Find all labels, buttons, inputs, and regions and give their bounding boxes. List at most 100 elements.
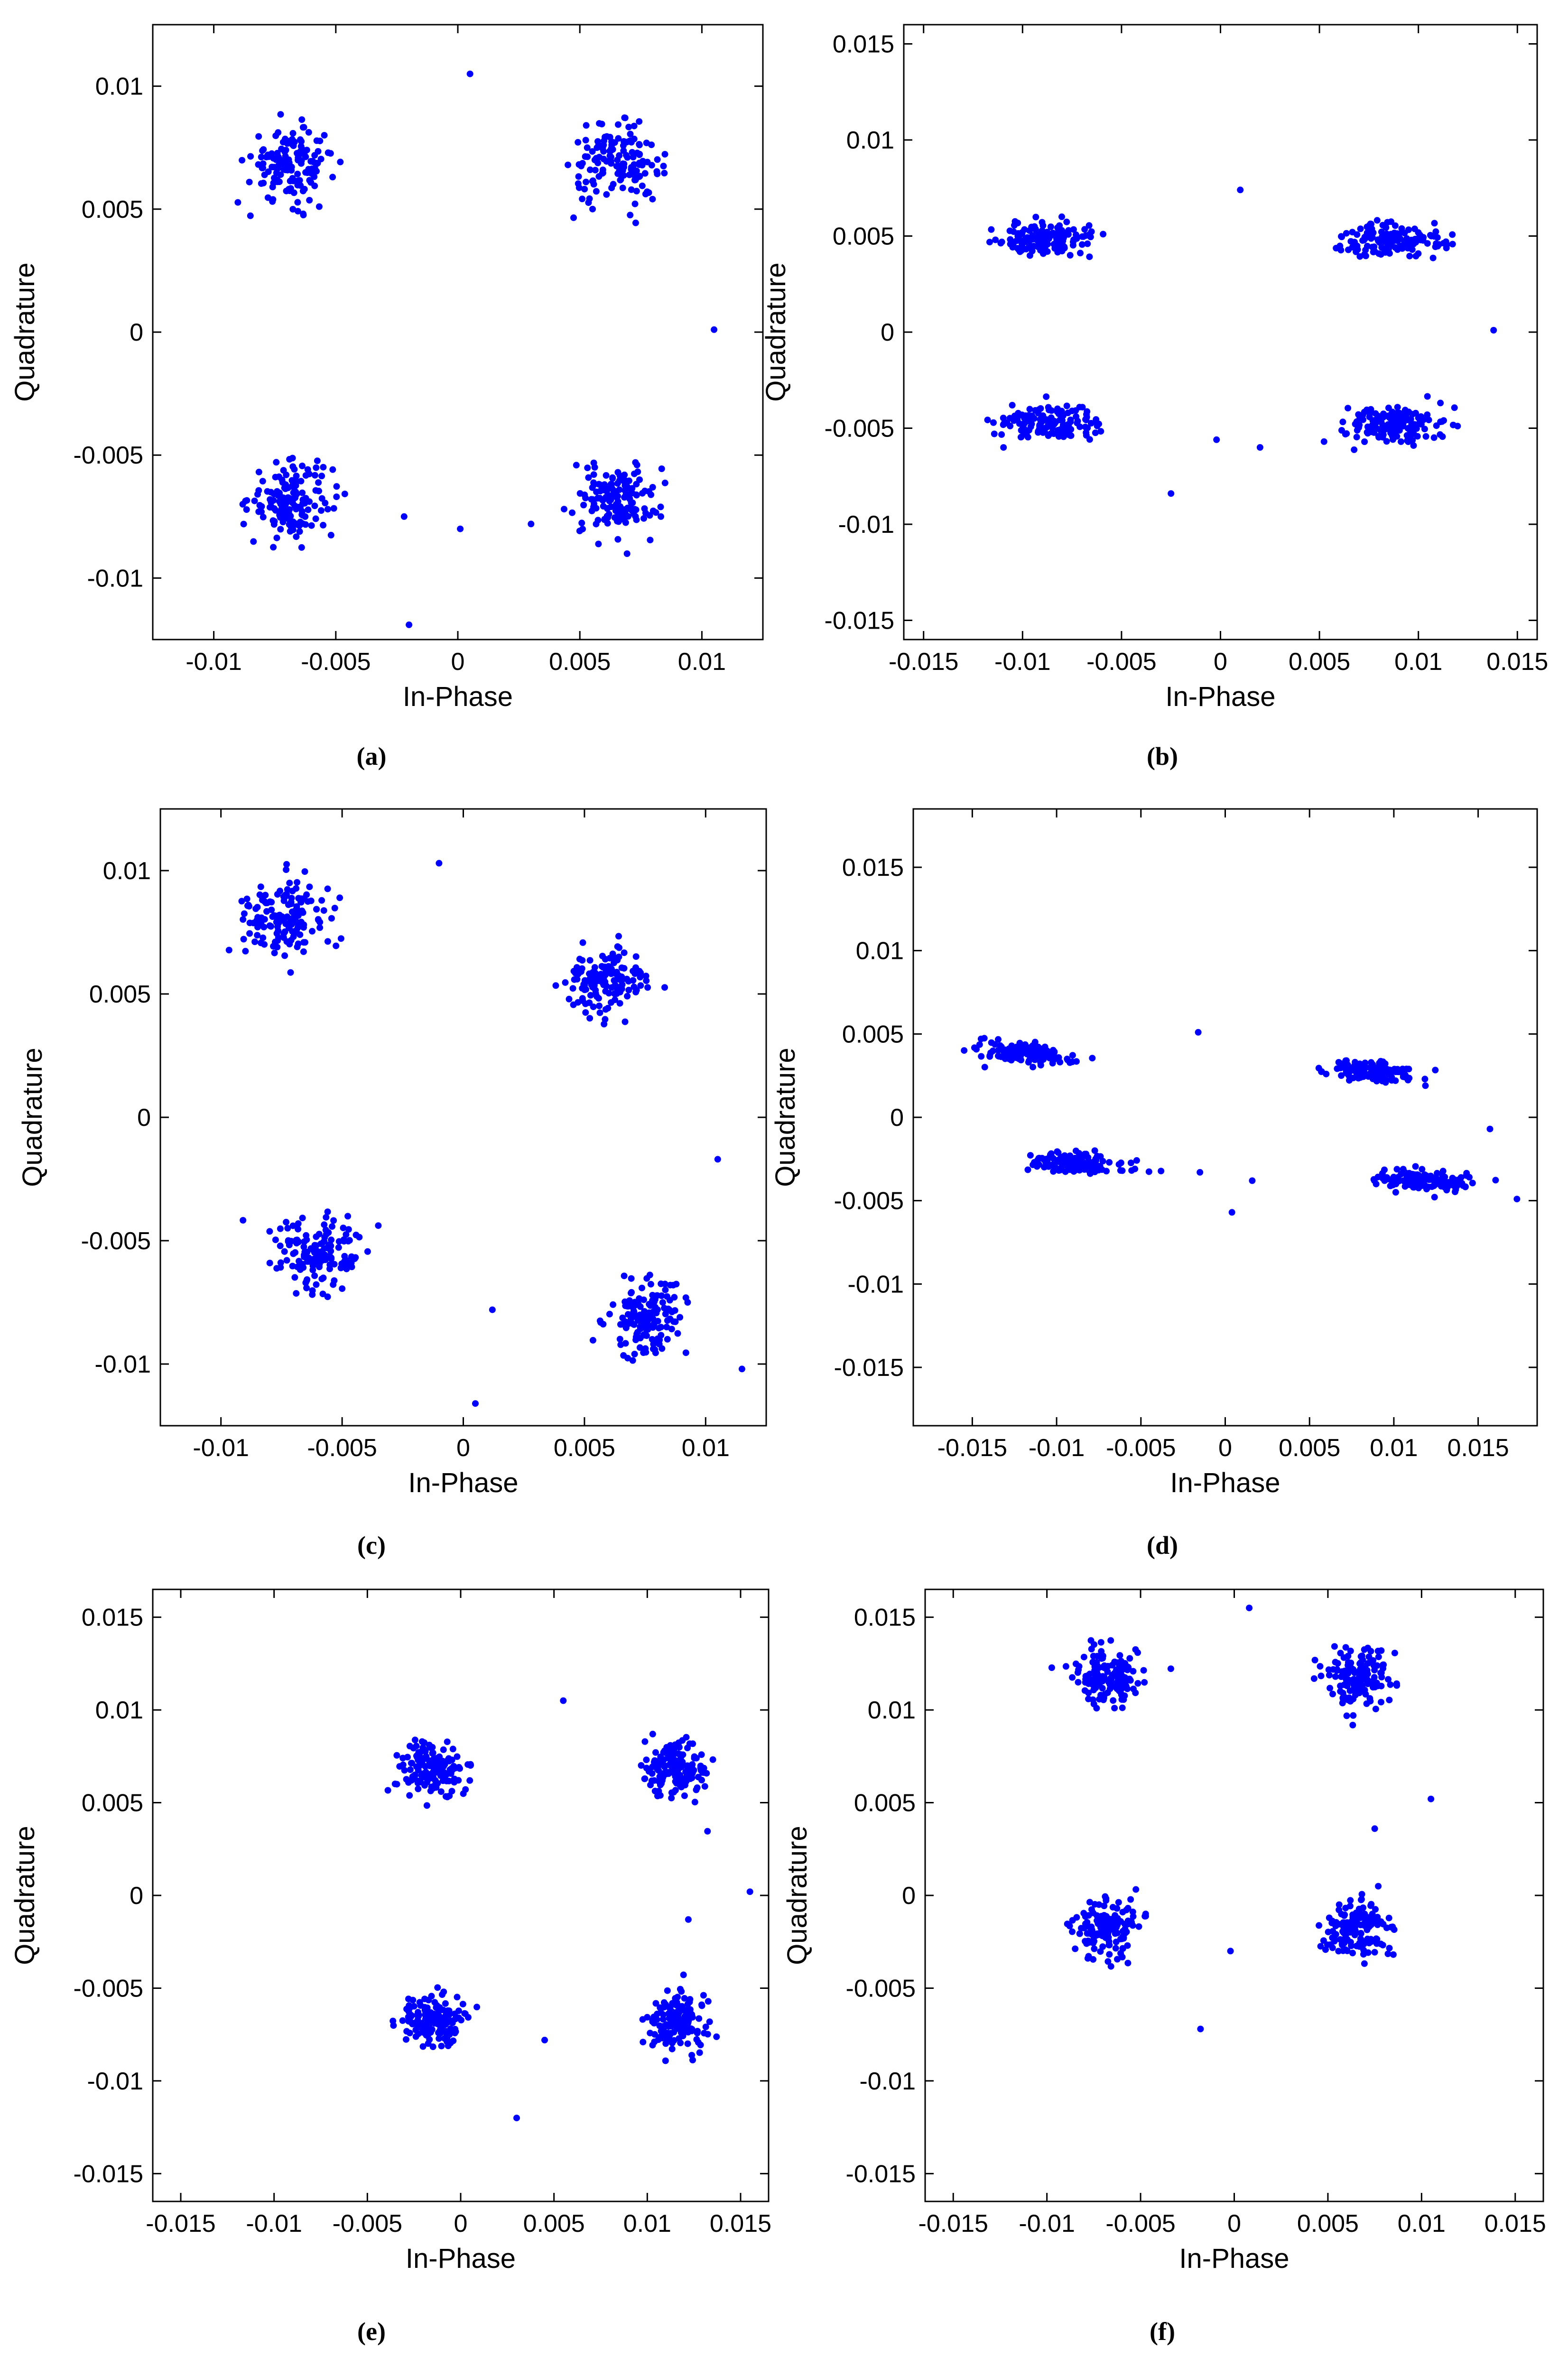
data-point xyxy=(1347,1698,1354,1705)
data-point xyxy=(315,479,322,486)
x-tick-label: 0.01 xyxy=(682,1434,730,1462)
data-point xyxy=(668,1794,675,1801)
data-point xyxy=(254,924,261,931)
data-point xyxy=(375,1222,382,1229)
data-point xyxy=(271,949,278,956)
data-point xyxy=(632,219,639,226)
data-point xyxy=(1228,1209,1235,1216)
data-point xyxy=(1086,1671,1094,1678)
data-point xyxy=(661,479,668,486)
data-point xyxy=(1372,1906,1379,1913)
data-point xyxy=(325,149,332,156)
data-point xyxy=(1006,1045,1013,1052)
data-point xyxy=(1009,402,1016,408)
data-point xyxy=(587,992,594,999)
data-point xyxy=(1449,241,1456,248)
data-point xyxy=(1069,1917,1076,1924)
data-point xyxy=(674,2016,681,2023)
data-point xyxy=(1105,1677,1112,1684)
x-tick-label: 0.015 xyxy=(710,2210,771,2237)
data-point xyxy=(986,1052,993,1059)
data-point xyxy=(709,1756,716,1763)
data-point xyxy=(434,1984,441,1991)
data-point xyxy=(260,934,267,941)
data-point xyxy=(1392,1189,1399,1196)
data-point xyxy=(289,1263,296,1270)
data-point xyxy=(300,1244,307,1250)
data-point xyxy=(436,2035,443,2042)
x-tick-label: 0.015 xyxy=(1447,1434,1509,1462)
data-point xyxy=(658,513,664,520)
data-point xyxy=(1432,228,1439,235)
x-tick-label: -0.005 xyxy=(301,648,371,676)
data-point xyxy=(413,1763,420,1770)
data-point xyxy=(273,459,280,466)
data-point xyxy=(286,880,293,887)
y-tick-label: 0 xyxy=(130,1882,143,1910)
data-point xyxy=(1061,243,1068,251)
data-point xyxy=(1031,223,1038,230)
y-tick-label: 0.01 xyxy=(95,1697,143,1724)
x-axis-label: In-Phase xyxy=(408,1467,518,1498)
data-point xyxy=(1050,1168,1057,1175)
data-point xyxy=(257,883,264,891)
data-point xyxy=(1119,1909,1126,1916)
data-point xyxy=(1434,234,1441,241)
x-tick-label: 0.005 xyxy=(554,1434,615,1462)
data-point xyxy=(425,2040,432,2047)
data-point xyxy=(1361,438,1368,445)
data-point xyxy=(670,1281,677,1289)
data-point xyxy=(422,1748,429,1755)
data-point xyxy=(1367,1698,1374,1705)
data-point xyxy=(671,1745,678,1752)
data-point xyxy=(1080,1653,1087,1661)
data-point xyxy=(266,1260,273,1267)
data-point xyxy=(541,2036,548,2043)
data-point xyxy=(297,504,304,511)
data-point xyxy=(238,898,245,905)
data-point xyxy=(1348,1942,1355,1950)
data-point xyxy=(622,1018,629,1025)
data-point xyxy=(1112,1945,1119,1952)
data-point xyxy=(1045,235,1052,242)
data-point xyxy=(635,1300,642,1307)
data-point xyxy=(1338,1673,1345,1680)
data-point xyxy=(283,938,290,945)
data-point xyxy=(1025,1057,1032,1064)
data-point xyxy=(462,2010,469,2017)
data-point xyxy=(623,550,631,557)
data-point xyxy=(1124,1959,1132,1967)
data-point xyxy=(298,138,305,145)
data-point xyxy=(583,986,590,993)
data-point xyxy=(661,151,668,158)
data-point xyxy=(637,974,644,981)
panel-caption: (b) xyxy=(1147,742,1178,771)
data-point xyxy=(573,462,580,469)
data-point xyxy=(1369,1911,1376,1918)
data-point xyxy=(1347,1647,1354,1654)
data-point xyxy=(322,500,329,507)
data-point xyxy=(661,169,668,176)
data-point xyxy=(294,150,301,157)
data-point xyxy=(590,459,597,466)
data-point xyxy=(636,118,643,125)
data-point xyxy=(637,159,644,167)
data-point xyxy=(411,1736,418,1744)
data-point xyxy=(301,1253,307,1260)
data-point xyxy=(1425,417,1432,424)
data-point xyxy=(652,1292,659,1300)
data-point xyxy=(1347,1678,1354,1685)
data-point xyxy=(283,167,290,173)
y-tick-label: -0.005 xyxy=(825,415,894,443)
data-point xyxy=(1462,1183,1469,1190)
data-point xyxy=(565,161,572,168)
data-point xyxy=(301,186,308,193)
data-point xyxy=(309,928,315,935)
data-point xyxy=(1086,253,1093,260)
data-point xyxy=(415,1749,422,1756)
data-point xyxy=(1320,1937,1327,1944)
data-point xyxy=(689,2014,696,2021)
data-point xyxy=(677,1986,684,1993)
data-point xyxy=(391,1781,399,1787)
data-point xyxy=(652,1308,659,1315)
